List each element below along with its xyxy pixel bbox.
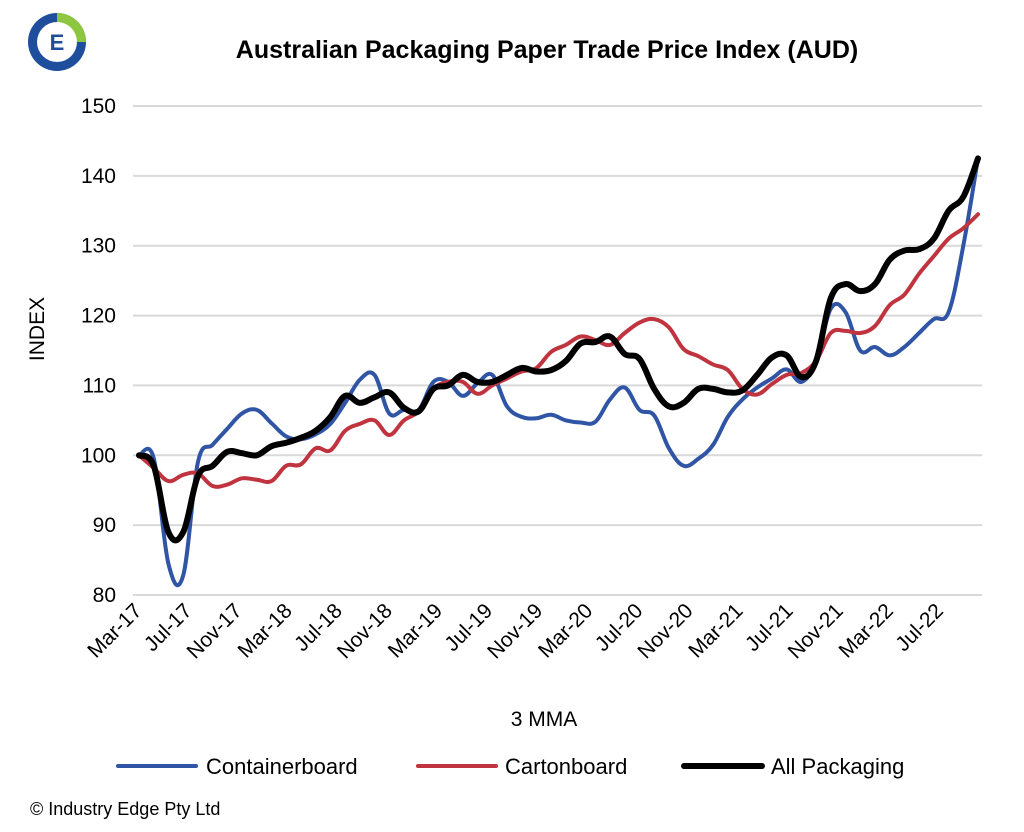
y-tick-label: 120: [81, 305, 116, 328]
x-tick-label: Nov-19: [483, 599, 547, 663]
x-tick-label: Mar-17: [83, 599, 146, 662]
y-tick-label: 80: [93, 584, 116, 607]
legend-label-cartonboard: Cartonboard: [505, 754, 627, 779]
y-tick-label: 130: [81, 235, 116, 258]
legend-label-all-packaging: All Packaging: [771, 754, 904, 779]
series-lines: [136, 155, 981, 588]
y-tick-label: 100: [81, 444, 116, 467]
series-line-all-packaging: [136, 155, 981, 544]
gridlines: [133, 105, 982, 596]
y-tick-label: 90: [93, 514, 116, 537]
y-tick-label: 110: [83, 374, 116, 397]
y-axis-label: INDEX: [26, 297, 49, 361]
logo-text: E: [50, 30, 65, 55]
legend-label-containerboard: Containerboard: [206, 754, 358, 779]
x-tick-label: Nov-18: [333, 599, 397, 663]
x-tick-label: Mar-21: [684, 599, 747, 662]
x-tick-label: Mar-22: [835, 599, 898, 662]
copyright-footer: © Industry Edge Pty Ltd: [30, 799, 220, 819]
x-tick-label: Mar-20: [534, 599, 597, 662]
logo: E: [28, 13, 86, 71]
x-tick-label: Nov-17: [183, 599, 247, 663]
x-axis-label: 3 MMA: [511, 708, 578, 731]
x-tick-label: Nov-20: [633, 599, 697, 663]
y-tick-label: 140: [81, 165, 116, 188]
x-tick-label: Jul-22: [891, 599, 948, 656]
x-tick-label: Mar-19: [384, 599, 447, 662]
series-line-cartonboard: [137, 212, 980, 489]
y-tick-label: 150: [81, 95, 116, 118]
legend: Containerboard Cartonboard All Packaging: [116, 754, 904, 779]
series-line-containerboard: [137, 156, 980, 588]
x-tick-label: Nov-21: [784, 599, 848, 663]
y-axis-ticks: 150 140 130 120 110 100 90 80: [81, 95, 116, 607]
logo-ring-inner: [37, 22, 77, 62]
logo-ring-green: [57, 13, 86, 42]
x-axis-ticks: Mar-17Jul-17Nov-17Mar-18Jul-18Nov-18Mar-…: [83, 599, 948, 663]
chart-title: Australian Packaging Paper Trade Price I…: [236, 36, 858, 64]
x-tick-label: Mar-18: [233, 599, 296, 662]
